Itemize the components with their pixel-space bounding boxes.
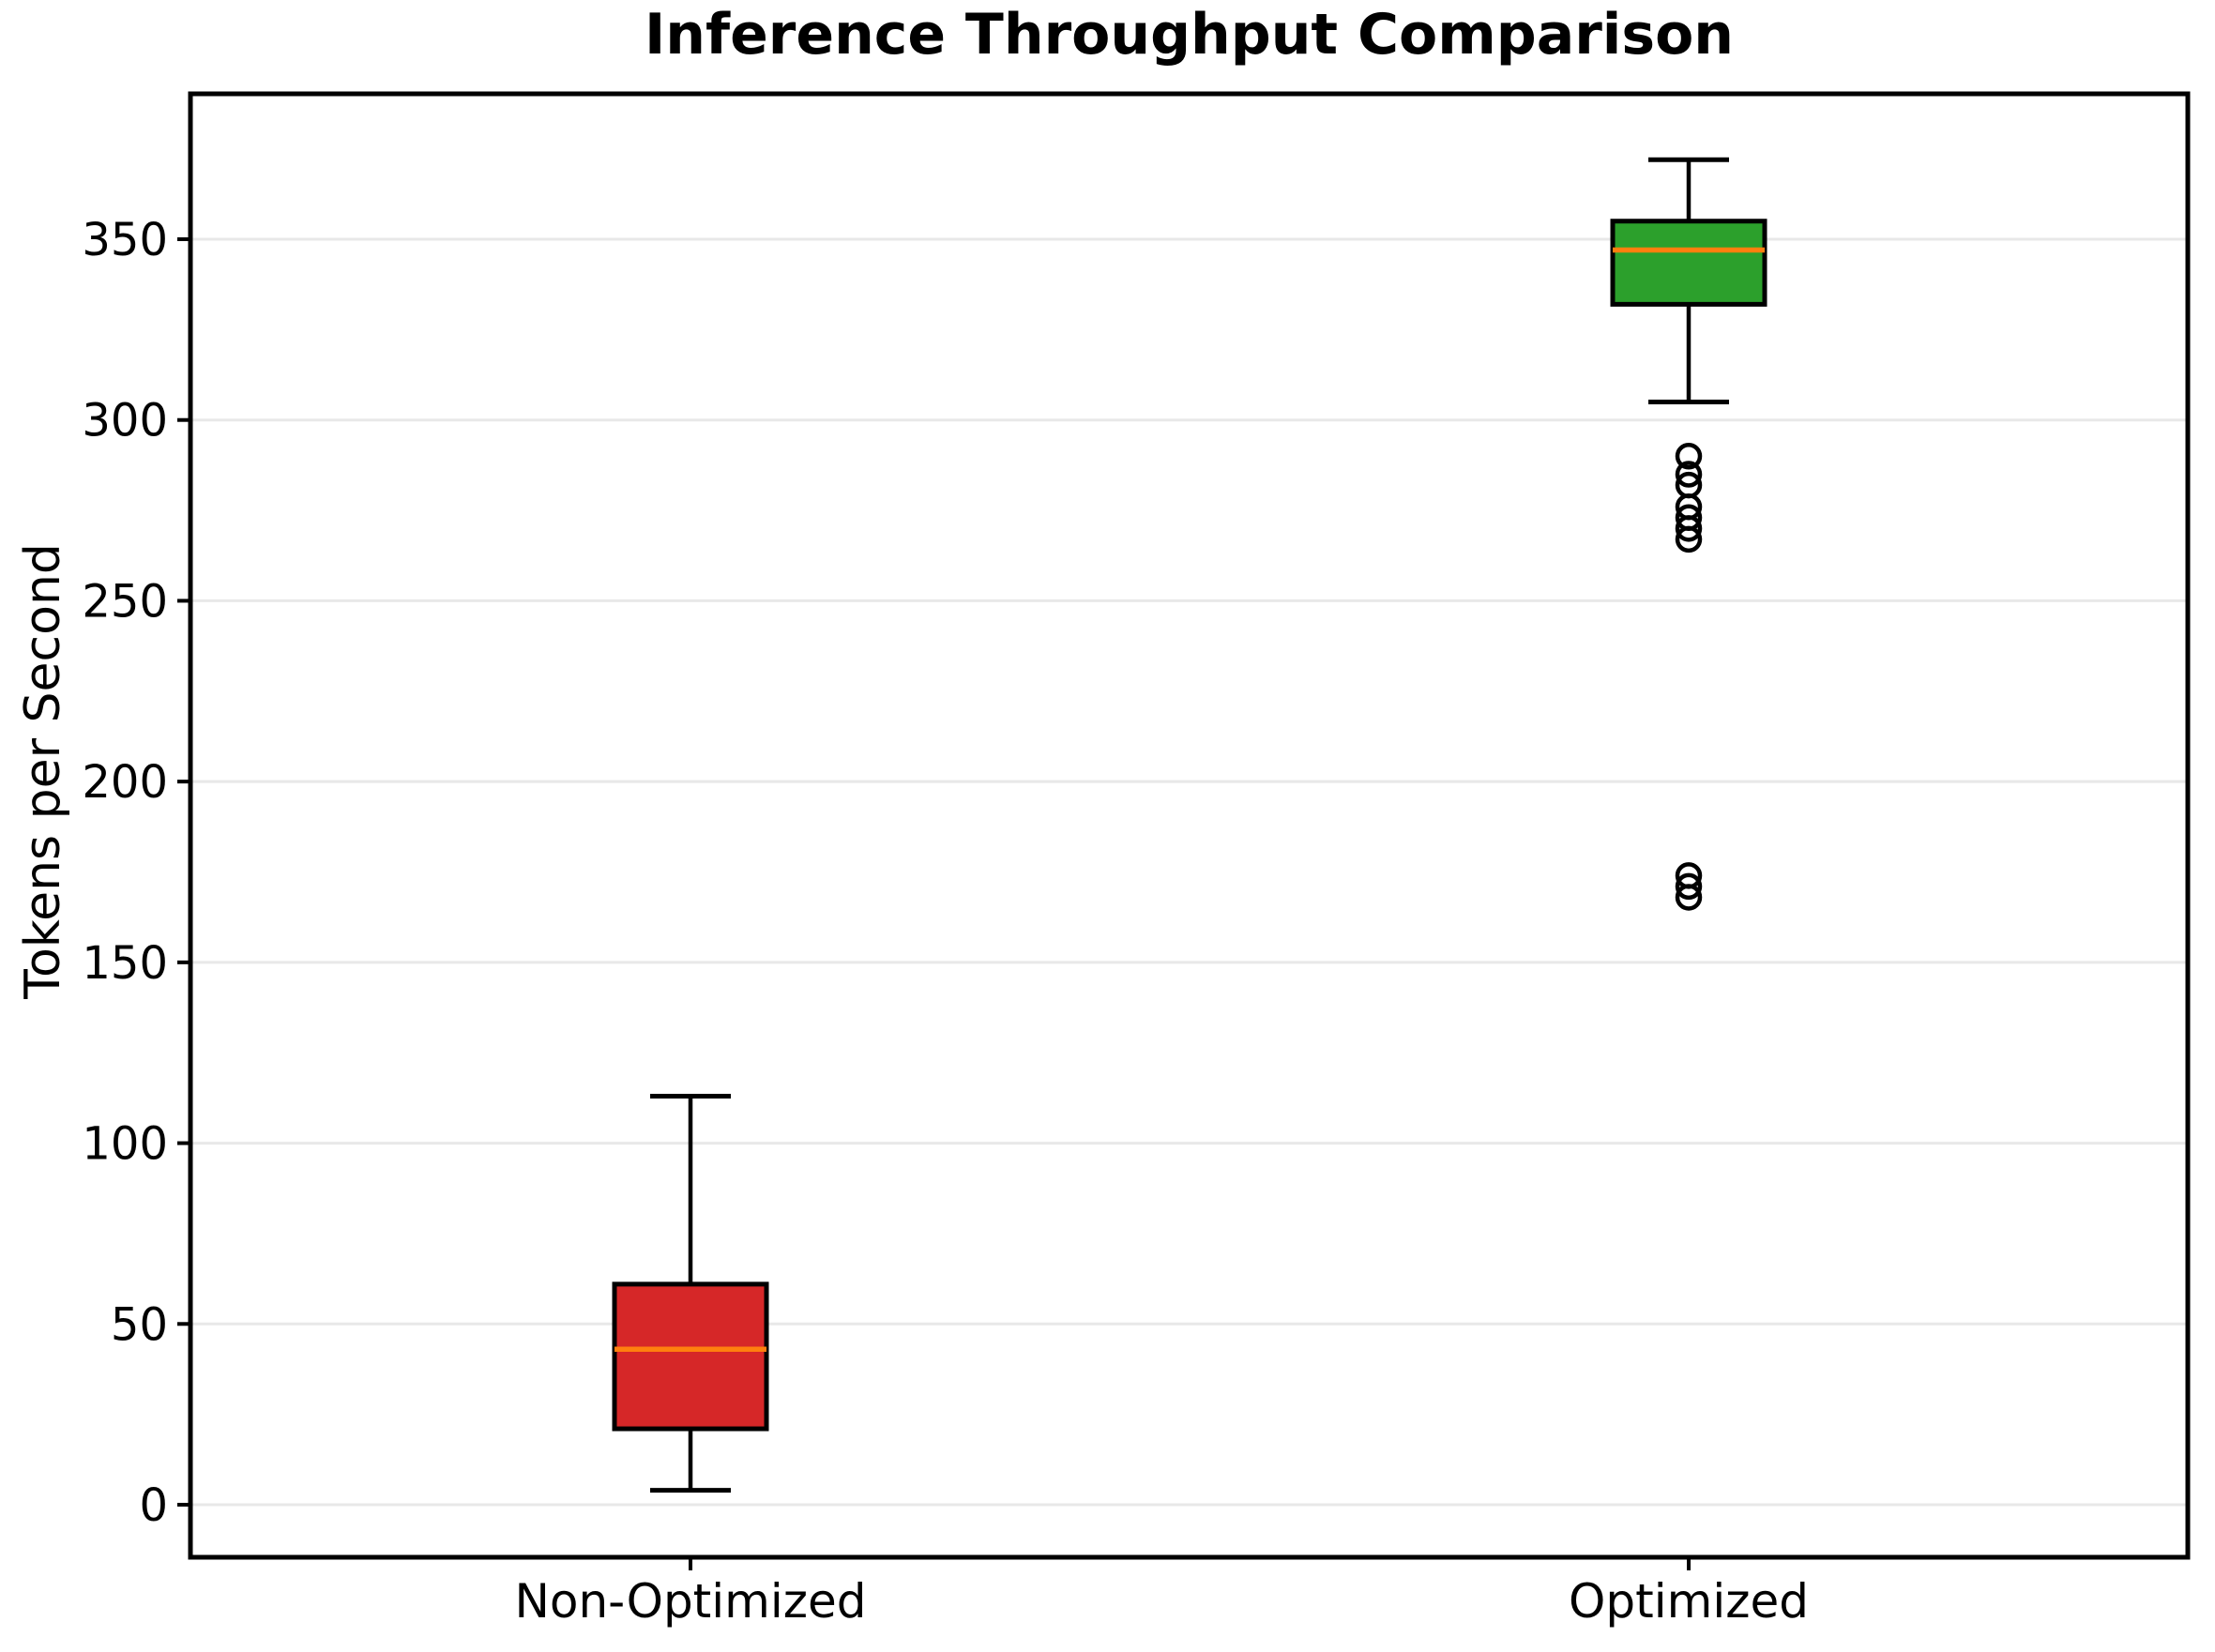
box-non-optimized [612,1281,769,1432]
y-tick-label: 100 [82,1118,168,1171]
y-axis-label: Tokens per Second [15,543,71,999]
outlier-optimized [1675,872,1703,901]
axes-spines [188,91,2191,1560]
outlier-optimized [1675,884,1703,911]
y-tick-label: 300 [82,395,168,447]
y-tick-label: 250 [82,575,168,628]
y-tick-label: 200 [82,756,168,809]
chart-title: Inference Throughput Comparison [644,2,1735,68]
y-tick-label: 50 [111,1298,168,1351]
outlier-optimized [1675,461,1703,488]
box-optimized [1610,219,1767,307]
outlier-optimized [1675,525,1703,553]
y-tick-label: 350 [82,214,168,266]
y-tick-label: 0 [139,1479,168,1532]
outlier-optimized [1675,515,1703,542]
y-tick-label: 150 [82,937,168,990]
x-tick-label-optimized: Optimized [1569,1574,1809,1629]
x-tick-label-non-optimized: Non-Optimized [514,1574,867,1629]
outlier-optimized [1675,443,1703,470]
